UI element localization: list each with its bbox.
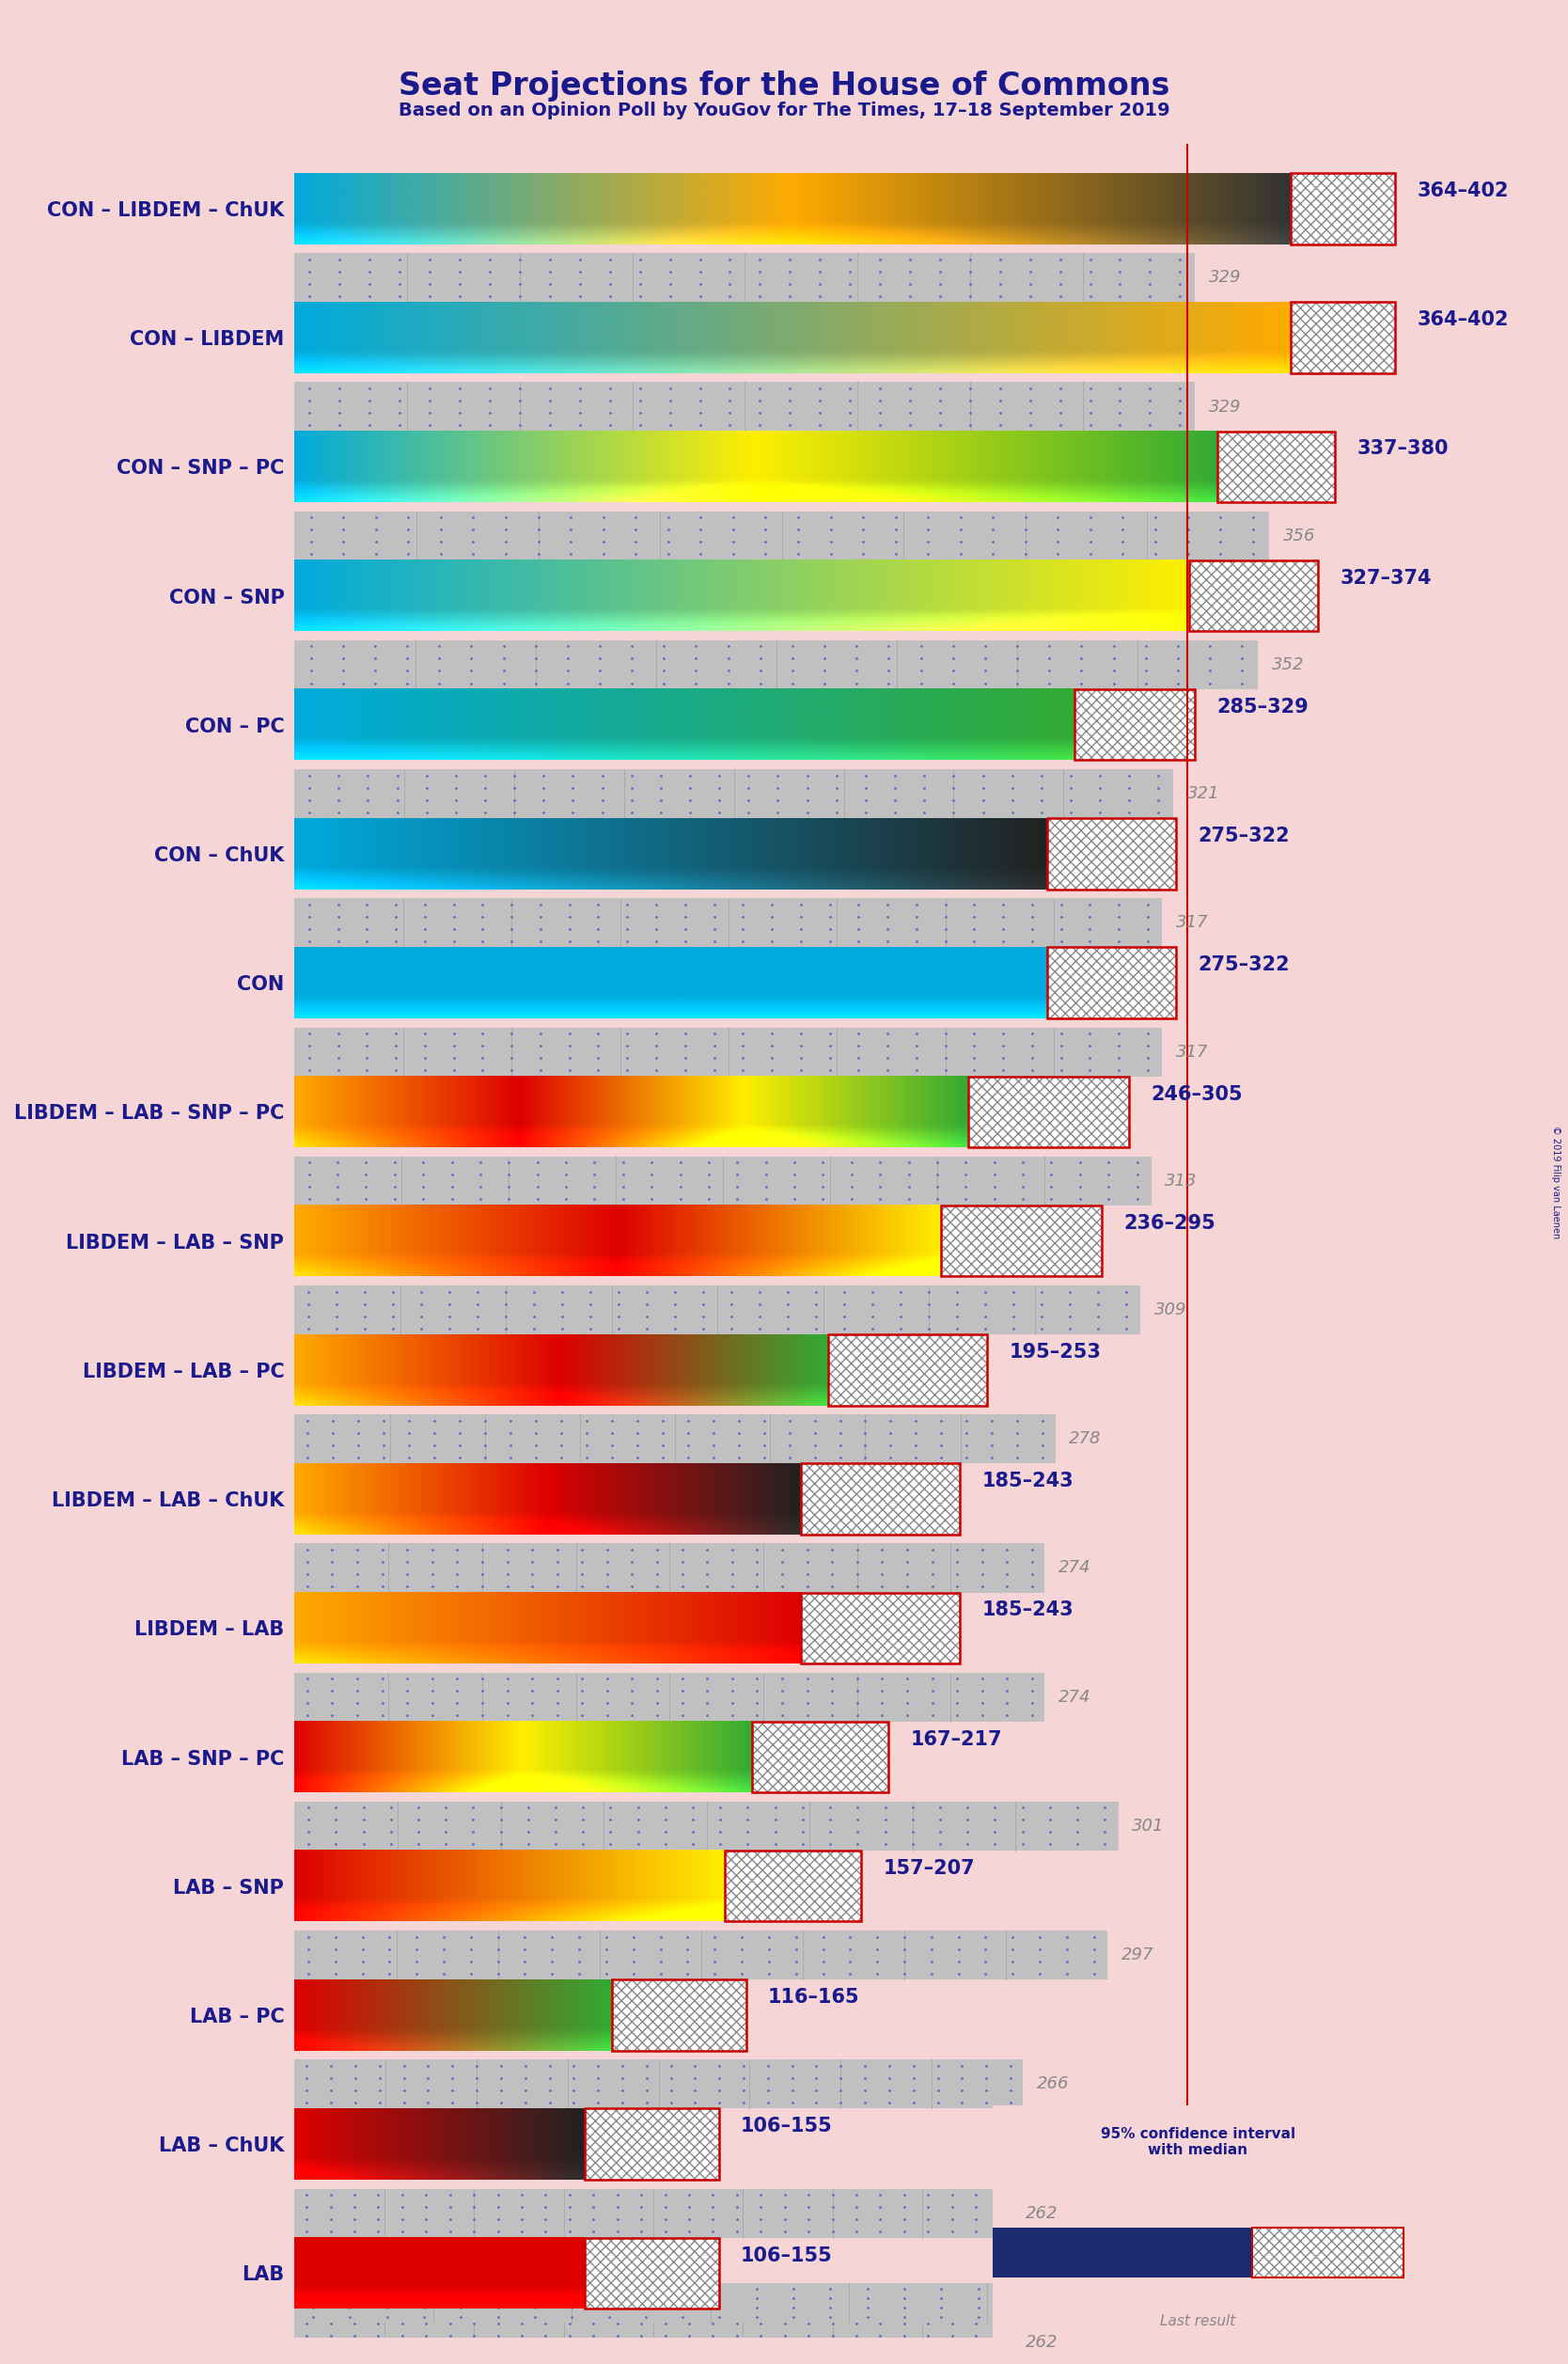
Bar xyxy=(724,1851,861,1922)
Bar xyxy=(585,2109,718,2180)
Bar xyxy=(295,1028,1162,1076)
Text: © 2019 Filip van Laenen: © 2019 Filip van Laenen xyxy=(1551,1125,1560,1239)
Text: 116–165: 116–165 xyxy=(768,1988,859,2007)
Text: 185–243: 185–243 xyxy=(982,1600,1074,1619)
Bar xyxy=(1047,948,1176,1019)
Text: Based on an Opinion Poll by YouGov for The Times, 17–18 September 2019: Based on an Opinion Poll by YouGov for T… xyxy=(398,102,1170,121)
Text: 329: 329 xyxy=(1209,397,1242,416)
Text: 275–322: 275–322 xyxy=(1198,955,1289,974)
Text: 157–207: 157–207 xyxy=(883,1858,975,1877)
Text: Last result: Last result xyxy=(1160,2314,1236,2329)
Bar xyxy=(828,1333,988,1407)
Bar xyxy=(295,641,1258,690)
Bar xyxy=(295,768,1173,818)
Bar xyxy=(585,2239,718,2310)
Bar xyxy=(801,1593,960,1664)
Bar xyxy=(1074,690,1195,761)
Text: 185–243: 185–243 xyxy=(982,1473,1074,1492)
Bar xyxy=(751,1721,889,1792)
Bar xyxy=(295,1544,1044,1593)
Bar xyxy=(1253,2227,1403,2277)
Text: 246–305: 246–305 xyxy=(1151,1085,1243,1104)
Text: 274: 274 xyxy=(1058,1688,1091,1704)
Text: 285–329: 285–329 xyxy=(1217,697,1309,716)
Bar xyxy=(801,1463,960,1534)
Text: 262: 262 xyxy=(1025,2333,1058,2350)
Bar xyxy=(828,1333,988,1407)
Bar xyxy=(295,2284,1403,2321)
Bar xyxy=(1290,303,1396,374)
Text: 364–402: 364–402 xyxy=(1417,310,1508,329)
Text: 356: 356 xyxy=(1283,527,1316,544)
Text: 321: 321 xyxy=(1187,785,1220,801)
Bar xyxy=(1074,690,1195,761)
Bar xyxy=(967,1076,1129,1147)
Text: 236–295: 236–295 xyxy=(1124,1213,1215,1232)
Bar xyxy=(1047,948,1176,1019)
Bar xyxy=(295,1286,1140,1333)
Bar xyxy=(941,1206,1102,1277)
Text: 337–380: 337–380 xyxy=(1356,440,1449,459)
Text: 106–155: 106–155 xyxy=(740,2246,833,2265)
Text: 275–322: 275–322 xyxy=(1198,827,1289,846)
Text: Seat Projections for the House of Commons: Seat Projections for the House of Common… xyxy=(398,71,1170,102)
Bar xyxy=(295,1801,1118,1851)
Bar xyxy=(295,1414,1055,1463)
Text: 317: 317 xyxy=(1176,915,1209,931)
Bar xyxy=(295,383,1195,430)
Bar xyxy=(941,1206,1102,1277)
Bar xyxy=(295,511,1269,560)
Bar xyxy=(612,1979,746,2050)
Text: 274: 274 xyxy=(1058,1560,1091,1577)
Text: 301: 301 xyxy=(1132,1818,1165,1834)
Text: 352: 352 xyxy=(1272,657,1305,674)
Bar xyxy=(295,2317,1011,2364)
Bar xyxy=(751,1721,889,1792)
Bar xyxy=(1290,303,1396,374)
Text: 195–253: 195–253 xyxy=(1008,1343,1101,1362)
Text: 313: 313 xyxy=(1165,1173,1198,1189)
Bar xyxy=(585,2109,718,2180)
Bar xyxy=(993,2227,1253,2277)
Text: 167–217: 167–217 xyxy=(911,1730,1002,1749)
Bar xyxy=(1217,430,1334,501)
Bar xyxy=(1253,2227,1403,2277)
Bar xyxy=(612,1979,746,2050)
Bar xyxy=(993,2106,1403,2364)
Text: 329: 329 xyxy=(1209,269,1242,286)
Text: 266: 266 xyxy=(1036,2076,1069,2092)
Bar xyxy=(1290,173,1396,243)
Bar xyxy=(967,1076,1129,1147)
Text: 106–155: 106–155 xyxy=(740,2118,833,2135)
Bar xyxy=(295,253,1195,303)
Text: 297: 297 xyxy=(1121,1946,1154,1964)
Text: 317: 317 xyxy=(1176,1043,1209,1061)
Text: 278: 278 xyxy=(1069,1430,1102,1447)
Bar xyxy=(295,898,1162,948)
Bar xyxy=(295,2189,1011,2239)
Text: 262: 262 xyxy=(1025,2206,1058,2222)
Text: 364–402: 364–402 xyxy=(1417,182,1508,201)
Text: 309: 309 xyxy=(1154,1303,1187,1319)
Bar xyxy=(801,1593,960,1664)
Bar xyxy=(295,1671,1044,1721)
Bar xyxy=(295,1156,1151,1206)
Bar xyxy=(1190,560,1319,631)
Bar xyxy=(1047,818,1176,889)
Text: 327–374: 327–374 xyxy=(1341,570,1432,586)
Bar xyxy=(724,1851,861,1922)
Bar xyxy=(801,1463,960,1534)
Bar xyxy=(1217,430,1334,501)
Text: 95% confidence interval
with median: 95% confidence interval with median xyxy=(1101,2128,1295,2156)
Bar xyxy=(295,1931,1107,1979)
Bar xyxy=(1290,173,1396,243)
Bar xyxy=(295,2059,1022,2109)
Bar xyxy=(1190,560,1319,631)
Bar xyxy=(1047,818,1176,889)
Bar xyxy=(585,2239,718,2310)
